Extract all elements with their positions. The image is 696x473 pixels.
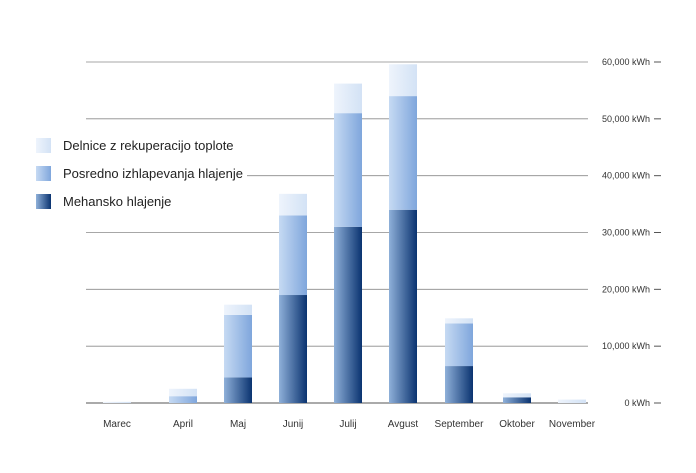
bar-segment <box>503 393 531 398</box>
x-tick-label: April <box>173 419 193 430</box>
x-tick-label: Avgust <box>388 419 419 430</box>
legend-swatch <box>36 165 51 181</box>
bar-segment <box>279 193 307 216</box>
bar-segment <box>334 226 362 403</box>
bar-segment <box>389 96 417 210</box>
x-tick-label: Maj <box>230 419 246 430</box>
y-tick-label: 60,000 kWh <box>602 57 650 67</box>
bars <box>103 64 586 403</box>
bar-segment <box>103 401 131 403</box>
x-tick-label: Marec <box>103 419 131 430</box>
bar-segment <box>334 83 362 114</box>
bar-segment <box>445 318 473 324</box>
y-tick-label: 40,000 kWh <box>602 171 650 181</box>
legend-label: Mehansko hlajenje <box>63 193 176 209</box>
bar-segment <box>445 366 473 403</box>
legend-swatch <box>36 193 51 209</box>
y-tick-label: 20,000 kWh <box>602 284 650 294</box>
y-tick-label: 0 kWh <box>624 398 650 408</box>
bar-segment <box>503 397 531 403</box>
bar-segment <box>445 323 473 367</box>
bar-segment <box>169 388 197 397</box>
bar-segment <box>224 304 252 315</box>
x-tick-label: Julij <box>339 419 356 430</box>
legend-label: Delnice z rekuperacijo toplote <box>63 137 238 153</box>
bar-segment <box>334 113 362 227</box>
x-tick-label: Junij <box>283 419 304 430</box>
legend-label: Posredno izhlapevanja hlajenje <box>63 165 247 181</box>
axis-labels: 0 kWh 10,000 kWh 20,000 kWh 30,000 kWh 40,00… <box>103 57 650 430</box>
bar-segment <box>224 377 252 403</box>
x-tick-label: November <box>549 419 596 430</box>
y-tick-label: 10,000 kWh <box>602 341 650 351</box>
bar-segment <box>279 295 307 403</box>
gridlines <box>86 61 661 404</box>
legend-item-heat-recovery: Delnice z rekuperacijo toplote <box>36 136 247 154</box>
bar-segment <box>224 314 252 378</box>
bar-segment <box>389 209 417 403</box>
bar-segment <box>279 215 307 296</box>
legend: Delnice z rekuperacijo toplote Posredno … <box>36 136 247 220</box>
legend-item-evaporative-cooling: Posredno izhlapevanja hlajenje <box>36 164 247 182</box>
x-tick-label: Oktober <box>499 419 535 430</box>
x-tick-label: September <box>435 419 485 430</box>
y-tick-label: 30,000 kWh <box>602 228 650 238</box>
bar-segment <box>558 399 586 403</box>
legend-swatch <box>36 137 51 153</box>
bar-segment <box>169 396 197 403</box>
y-tick-label: 50,000 kWh <box>602 114 650 124</box>
bar-segment <box>389 64 417 97</box>
legend-item-mechanical-cooling: Mehansko hlajenje <box>36 192 247 210</box>
